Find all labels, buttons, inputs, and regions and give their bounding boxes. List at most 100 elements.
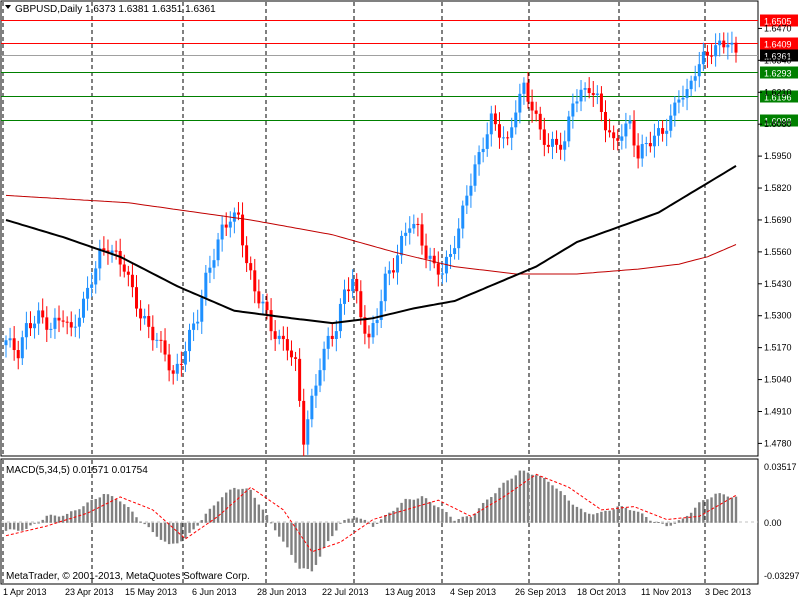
- candle-body: [497, 124, 501, 138]
- candle-body: [261, 301, 265, 304]
- candle-body: [526, 82, 530, 102]
- candle-body: [90, 284, 94, 288]
- macd-bar: [396, 507, 399, 523]
- level-tag: [760, 14, 798, 27]
- candle-body: [61, 320, 65, 322]
- macd-bar: [465, 516, 469, 523]
- macd-bar: [563, 495, 566, 523]
- macd-bar: [184, 522, 187, 539]
- macd-bar: [379, 519, 383, 523]
- x-tick-label: 22 Jul 2013: [322, 587, 369, 597]
- dropdown-triangle-icon[interactable]: [5, 5, 11, 9]
- level-tag: [760, 90, 798, 103]
- candle-body: [57, 317, 61, 321]
- macd-bar: [681, 518, 685, 523]
- candle-body: [416, 223, 420, 225]
- level-label: 1.6196: [764, 93, 792, 103]
- level-label: 1.6409: [764, 40, 792, 50]
- candle-body: [575, 101, 579, 104]
- candle-body: [232, 212, 236, 222]
- y-tick-label: 1.5690: [764, 215, 792, 225]
- candle-body: [436, 263, 440, 275]
- macd-bar: [441, 508, 444, 523]
- candle-body: [383, 273, 387, 302]
- macd-bar: [481, 502, 485, 523]
- macd-bar: [200, 520, 203, 523]
- macd-bar: [424, 498, 428, 523]
- macd-bar: [49, 514, 53, 523]
- macd-bar: [110, 496, 114, 523]
- candle-body: [45, 317, 49, 330]
- macd-bar: [359, 518, 363, 523]
- price-pane[interactable]: [0, 0, 759, 457]
- macd-bar: [616, 506, 619, 523]
- macd-bar: [302, 522, 305, 569]
- candle-body: [224, 224, 228, 228]
- macd-bar: [698, 502, 701, 523]
- macd-bar: [518, 470, 522, 523]
- candle-body: [620, 136, 624, 141]
- symbol-header: GBPUSD,Daily 1.6373 1.6381 1.6351 1.6361: [5, 4, 216, 15]
- price-axis: 1.6470 1.6340 1.6210 1.6080 1.5950 1.5820 1.56…: [758, 23, 800, 581]
- macd-bar: [734, 496, 738, 523]
- macd-bar: [220, 497, 224, 523]
- candle-body: [705, 51, 709, 56]
- candle-body: [298, 358, 302, 401]
- candle-body: [277, 335, 281, 339]
- candle-body: [130, 274, 134, 288]
- level-label: 1.6293: [764, 69, 792, 79]
- candle-body: [648, 142, 652, 147]
- candle-body: [391, 270, 395, 273]
- macd-bar: [176, 522, 179, 544]
- candle-body: [216, 239, 220, 261]
- candle-body: [640, 144, 644, 159]
- macd-bar: [539, 475, 542, 523]
- candle-body: [485, 134, 489, 149]
- candle-body: [220, 224, 224, 240]
- candle-body: [673, 102, 677, 116]
- macd-bar: [388, 512, 391, 523]
- candle-body: [502, 137, 506, 139]
- moving-averages: [5, 165, 737, 325]
- candle-body: [338, 303, 342, 332]
- candle-body: [28, 323, 32, 329]
- candle-body: [608, 130, 612, 133]
- macd-bar: [579, 508, 583, 523]
- candle-body: [33, 323, 37, 329]
- slow-ma-line: [5, 194, 737, 275]
- macd-bar: [608, 510, 611, 523]
- macd-bar: [86, 502, 89, 523]
- candle-body: [208, 267, 212, 273]
- macd-bar: [229, 489, 232, 523]
- candle-body: [563, 141, 567, 150]
- candle-body: [722, 40, 726, 48]
- candle-body: [326, 335, 330, 349]
- candle-body: [457, 228, 461, 249]
- macd-bar: [310, 522, 314, 572]
- candle-body: [53, 317, 57, 329]
- candle-body: [489, 113, 493, 135]
- candle-body: [8, 338, 12, 341]
- macd-bar: [151, 522, 155, 533]
- level-tag: [760, 114, 798, 127]
- candle-body: [49, 328, 53, 330]
- candle-body: [175, 363, 179, 374]
- macd-bar: [522, 470, 526, 523]
- x-tick-label: 4 Sep 2013: [450, 587, 496, 597]
- candle-body: [542, 129, 546, 145]
- macd-bar: [245, 488, 248, 523]
- candle-body: [155, 339, 159, 341]
- macd-bar: [514, 475, 517, 523]
- macd-bar: [628, 510, 632, 523]
- candle-body: [665, 130, 669, 134]
- macd-bar: [632, 510, 636, 523]
- macd-bar: [61, 515, 65, 523]
- macd-bar: [343, 520, 346, 523]
- macd-bar: [208, 508, 212, 523]
- current-price-label: 1.6361: [764, 52, 792, 62]
- macd-bar: [592, 514, 595, 523]
- candle-body: [273, 331, 277, 339]
- candle-body: [355, 278, 359, 292]
